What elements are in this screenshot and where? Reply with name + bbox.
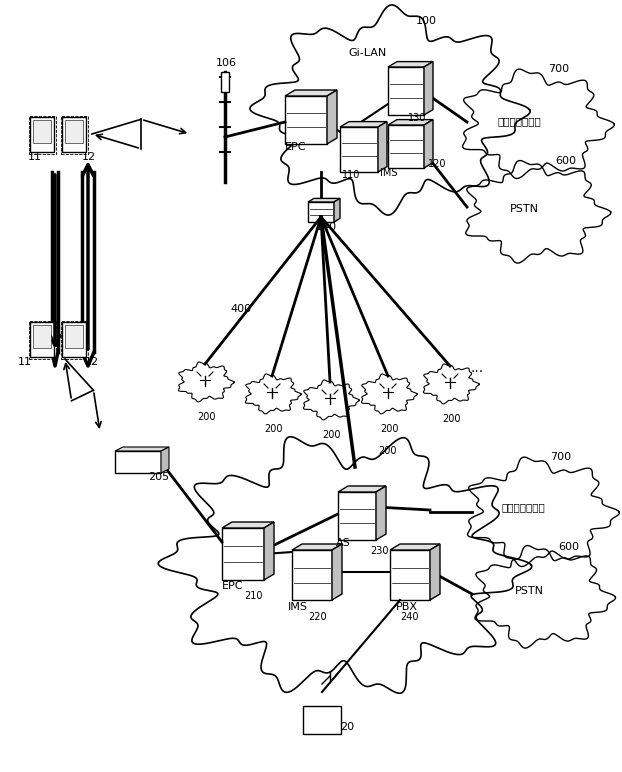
Polygon shape bbox=[424, 62, 433, 115]
Polygon shape bbox=[33, 120, 51, 143]
Text: 200: 200 bbox=[380, 424, 399, 434]
Polygon shape bbox=[246, 374, 301, 414]
Text: 600: 600 bbox=[558, 542, 579, 552]
Polygon shape bbox=[222, 522, 274, 528]
Text: 110: 110 bbox=[342, 170, 360, 180]
Text: 210: 210 bbox=[244, 591, 262, 601]
Text: 600: 600 bbox=[555, 156, 576, 166]
Polygon shape bbox=[30, 117, 54, 152]
Text: 230: 230 bbox=[370, 546, 389, 556]
Text: 120: 120 bbox=[428, 159, 447, 169]
Text: EPC: EPC bbox=[285, 142, 307, 152]
Polygon shape bbox=[161, 447, 169, 473]
Polygon shape bbox=[424, 120, 433, 168]
Polygon shape bbox=[475, 546, 616, 648]
Text: 700: 700 bbox=[550, 452, 571, 462]
Text: 106: 106 bbox=[216, 58, 237, 68]
Text: PBX: PBX bbox=[396, 602, 418, 612]
Text: 700: 700 bbox=[548, 64, 569, 74]
Polygon shape bbox=[388, 62, 433, 67]
Polygon shape bbox=[115, 447, 169, 451]
Text: 200: 200 bbox=[197, 412, 215, 422]
Text: 200: 200 bbox=[264, 424, 282, 434]
Polygon shape bbox=[463, 69, 615, 178]
Polygon shape bbox=[179, 362, 234, 402]
Polygon shape bbox=[264, 522, 274, 580]
Polygon shape bbox=[361, 374, 417, 414]
Text: 200: 200 bbox=[378, 446, 396, 456]
Text: インターネット: インターネット bbox=[502, 502, 545, 512]
Polygon shape bbox=[332, 544, 342, 600]
Polygon shape bbox=[292, 550, 332, 600]
Text: 11: 11 bbox=[18, 357, 32, 367]
Polygon shape bbox=[222, 528, 264, 580]
Polygon shape bbox=[304, 380, 359, 420]
Text: 20: 20 bbox=[340, 722, 354, 732]
Text: IMS: IMS bbox=[380, 168, 397, 178]
Text: PSTN: PSTN bbox=[515, 586, 544, 596]
Polygon shape bbox=[308, 198, 340, 202]
Text: Gi-LAN: Gi-LAN bbox=[348, 48, 386, 58]
Polygon shape bbox=[388, 120, 433, 125]
Polygon shape bbox=[327, 90, 337, 144]
Text: 200: 200 bbox=[322, 430, 340, 440]
Polygon shape bbox=[285, 90, 337, 96]
Polygon shape bbox=[388, 67, 424, 115]
Polygon shape bbox=[390, 550, 430, 600]
Text: 240: 240 bbox=[400, 612, 419, 622]
Polygon shape bbox=[221, 72, 229, 92]
Polygon shape bbox=[424, 364, 479, 404]
Text: 100: 100 bbox=[416, 16, 437, 26]
Polygon shape bbox=[292, 544, 342, 550]
Text: 140: 140 bbox=[316, 222, 337, 232]
Text: 200: 200 bbox=[442, 414, 460, 424]
Polygon shape bbox=[303, 706, 341, 734]
Polygon shape bbox=[466, 161, 611, 263]
Polygon shape bbox=[338, 486, 386, 492]
Text: IMS: IMS bbox=[288, 602, 308, 612]
Polygon shape bbox=[376, 486, 386, 540]
Polygon shape bbox=[378, 122, 387, 172]
Text: 400: 400 bbox=[230, 304, 251, 314]
Polygon shape bbox=[33, 325, 51, 348]
Polygon shape bbox=[468, 457, 620, 567]
Text: 12: 12 bbox=[85, 357, 99, 367]
Text: インターネット: インターネット bbox=[498, 116, 542, 126]
Polygon shape bbox=[334, 198, 340, 222]
Text: 11: 11 bbox=[28, 152, 42, 162]
Text: PSTN: PSTN bbox=[510, 204, 539, 214]
Text: 130: 130 bbox=[408, 113, 426, 123]
Polygon shape bbox=[65, 120, 83, 143]
Polygon shape bbox=[388, 125, 424, 168]
Polygon shape bbox=[338, 492, 376, 540]
Polygon shape bbox=[65, 325, 83, 348]
Polygon shape bbox=[285, 96, 327, 144]
Polygon shape bbox=[430, 544, 440, 600]
Polygon shape bbox=[62, 322, 86, 357]
Text: 205: 205 bbox=[148, 472, 169, 482]
Text: EPC: EPC bbox=[222, 581, 243, 591]
Polygon shape bbox=[340, 122, 387, 127]
Polygon shape bbox=[250, 5, 530, 215]
Polygon shape bbox=[340, 127, 378, 172]
Polygon shape bbox=[390, 544, 440, 550]
Polygon shape bbox=[62, 117, 86, 152]
Text: AS: AS bbox=[336, 538, 351, 548]
Text: ...: ... bbox=[470, 361, 483, 375]
Polygon shape bbox=[159, 437, 532, 693]
Text: 220: 220 bbox=[308, 612, 327, 622]
Text: 12: 12 bbox=[82, 152, 96, 162]
Polygon shape bbox=[30, 322, 54, 357]
Polygon shape bbox=[308, 202, 334, 222]
Polygon shape bbox=[115, 451, 161, 473]
